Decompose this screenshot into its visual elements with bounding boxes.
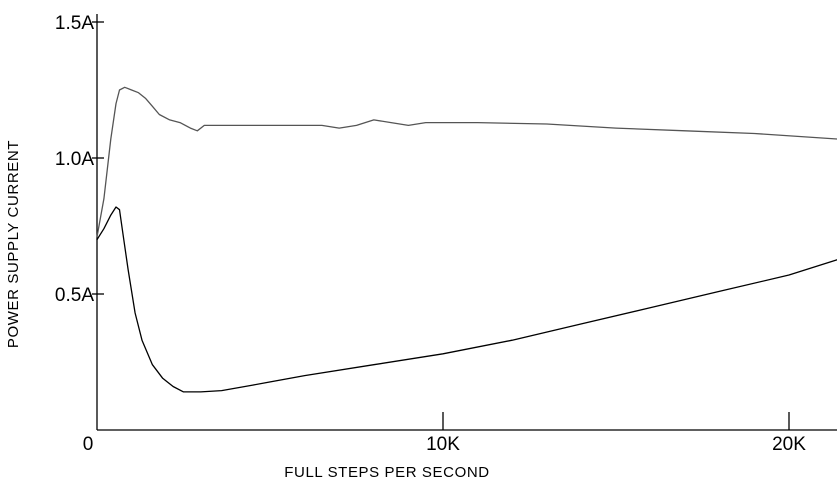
y-tick-label: 0.5A bbox=[55, 285, 94, 306]
x-ticks: 0 10K 20K bbox=[83, 412, 806, 455]
x-axis-title: FULL STEPS PER SECOND bbox=[284, 464, 489, 481]
y-tick-label: 1.0A bbox=[55, 149, 94, 170]
x-tick-label: 20K bbox=[772, 434, 806, 455]
axes bbox=[96, 14, 837, 431]
series-line-2 bbox=[96, 206, 837, 393]
y-tick-label: 1.5A bbox=[55, 13, 94, 34]
series-layer bbox=[96, 86, 837, 393]
x-tick-label: 0 bbox=[83, 434, 94, 455]
y-axis-title: POWER SUPPLY CURRENT bbox=[5, 140, 22, 348]
x-tick-label: 10K bbox=[426, 434, 460, 455]
y-ticks: 0.5A 1.0A 1.5A bbox=[55, 13, 104, 306]
series-line-1 bbox=[96, 86, 837, 238]
